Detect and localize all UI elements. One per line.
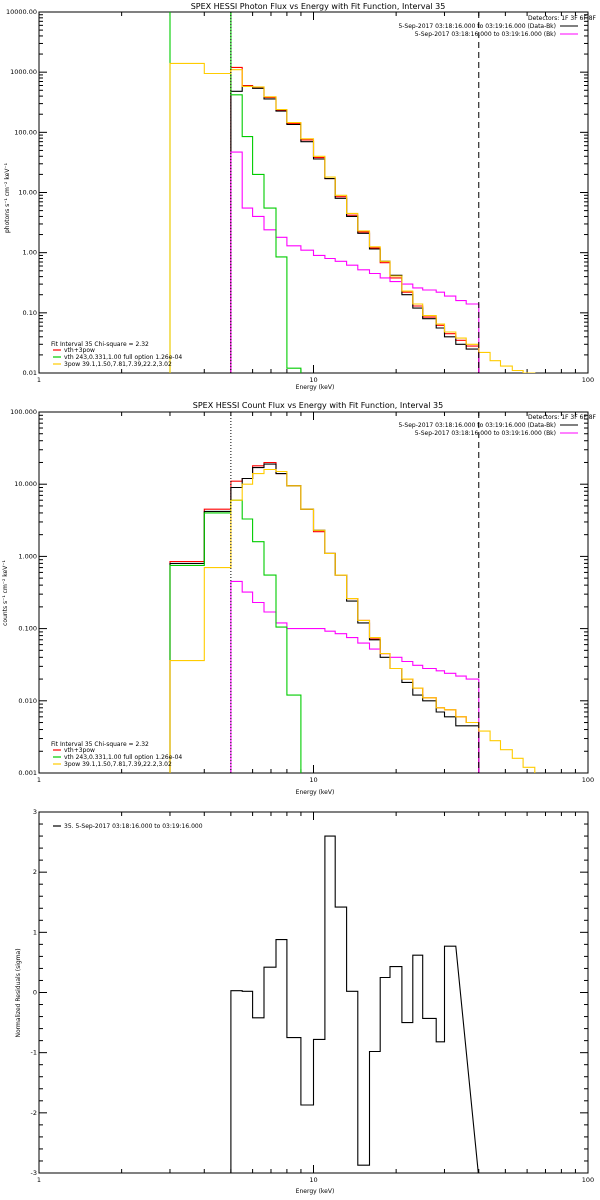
y-tick-label: 0.010 (18, 697, 37, 705)
x-tick-label: 1 (37, 1176, 41, 1184)
series-line (169, 62, 536, 373)
residuals-legend: 35. 5-Sep-2017 03:18:16.000 to 03:19:16.… (53, 823, 203, 830)
y-tick-label: -2 (31, 1109, 37, 1117)
count-flux-fit-header: Fit Interval 35 Chi-square = 2.32 (51, 741, 149, 748)
series-line (169, 499, 302, 773)
y-tick-label: 1.000 (18, 552, 37, 560)
y-tick-label: -1 (31, 1049, 37, 1057)
legend-label: 35. 5-Sep-2017 03:18:16.000 to 03:19:16.… (64, 823, 203, 830)
y-tick-label: 0.10 (23, 309, 37, 317)
y-tick-label: 2 (33, 868, 37, 876)
x-tick-label: 10 (309, 1176, 317, 1184)
y-tick-label: 100.00 (14, 128, 37, 136)
residuals-xlabel: Energy (keV) (296, 1188, 335, 1195)
y-tick-label: 100.000 (10, 408, 37, 416)
x-tick-label: 1 (37, 776, 41, 784)
count-flux-plot-area: 1 10 100 0.001 0.010 0.100 1.000 10.000 100.000 (10, 408, 594, 784)
x-tick-label: 10 (309, 376, 317, 384)
series-line (230, 580, 480, 773)
residuals-plot-area: 1 10 100 -3 -2 -1 0 1 2 3 (31, 808, 595, 1184)
y-tick-label: 0.01 (23, 369, 37, 377)
x-tick-label: 100 (582, 776, 594, 784)
x-tick-label: 100 (582, 1176, 594, 1184)
x-tick-label: 1 (37, 376, 41, 384)
count-flux-detectors: Detectors: 1F 3F 6F 8F (528, 414, 597, 421)
count-flux-title: SPEX HESSI Count Flux vs Energy with Fit… (193, 401, 444, 410)
y-tick-label: -3 (31, 1169, 37, 1177)
photon-flux-interval-bk: 5-Sep-2017 03:18:16.000 to 03:19:16.000 … (415, 31, 556, 38)
y-tick-label: 0.100 (18, 625, 37, 633)
y-tick-label: 10000.00 (6, 8, 37, 16)
legend-label: 3pow 39.1,1.50,7.81,7.39,22.2,3.02 (64, 761, 172, 768)
x-tick-label: 10 (309, 776, 317, 784)
residuals-panel: 1 10 100 -3 -2 -1 0 1 2 3 35. 5-Sep-2017 03:18:16… (15, 808, 594, 1195)
y-tick-label: 1000.00 (10, 68, 37, 76)
photon-flux-xlabel: Energy (keV) (296, 384, 335, 391)
photon-flux-detectors: Detectors: 1F 3F 6F 8F (528, 15, 597, 22)
count-flux-interval-data: 5-Sep-2017 03:18:16.000 to 03:19:16.000 … (398, 422, 556, 429)
legend-label: vth 243,0.331,1.00 full option 1.26e-04 (64, 354, 182, 361)
photon-flux-plot-area: 1 10 100 0.01 0.10 1.00 10.00 100.00 1000.00 1000… (6, 8, 594, 384)
photon-flux-title: SPEX HESSI Photon Flux vs Energy with Fi… (191, 2, 446, 11)
legend-label: vth 243,0.331,1.00 full option 1.26e-04 (64, 754, 182, 761)
photon-flux-panel: SPEX HESSI Photon Flux vs Energy with Fi… (4, 2, 597, 391)
legend-label: vth+3pow (64, 347, 95, 354)
photon-flux-interval-data: 5-Sep-2017 03:18:16.000 to 03:19:16.000 … (398, 23, 556, 30)
y-tick-label: 0.001 (18, 769, 37, 777)
y-tick-label: 10.000 (14, 480, 37, 488)
count-flux-xlabel: Energy (keV) (296, 789, 335, 796)
photon-flux-fit-header: Fit Interval 35 Chi-square = 2.32 (51, 341, 149, 348)
count-flux-interval-bk: 5-Sep-2017 03:18:16.000 to 03:19:16.000 … (415, 430, 556, 437)
series-line (169, 468, 536, 773)
series-line (230, 151, 480, 373)
residuals-ylabel: Normalized Residuals (sigma) (15, 948, 22, 1037)
y-tick-label: 1.00 (23, 249, 37, 257)
photon-flux-ylabel: photons s⁻¹ cm⁻² keV⁻¹ (4, 162, 11, 233)
y-tick-label: 3 (33, 808, 37, 816)
x-tick-label: 100 (582, 376, 594, 384)
y-tick-label: 1 (33, 928, 37, 936)
series-line (230, 835, 479, 1173)
count-flux-panel: SPEX HESSI Count Flux vs Energy with Fit… (2, 401, 597, 796)
legend-label: vth+3pow (64, 747, 95, 754)
y-tick-label: 10.00 (18, 189, 37, 197)
y-tick-label: 0 (33, 989, 37, 997)
count-flux-ylabel: counts s⁻¹ cm⁻² keV⁻¹ (2, 560, 9, 626)
series-line (169, 12, 302, 373)
legend-label: 3pow 39.1,1.50,7.81,7.39,22.2,3.02 (64, 361, 172, 368)
